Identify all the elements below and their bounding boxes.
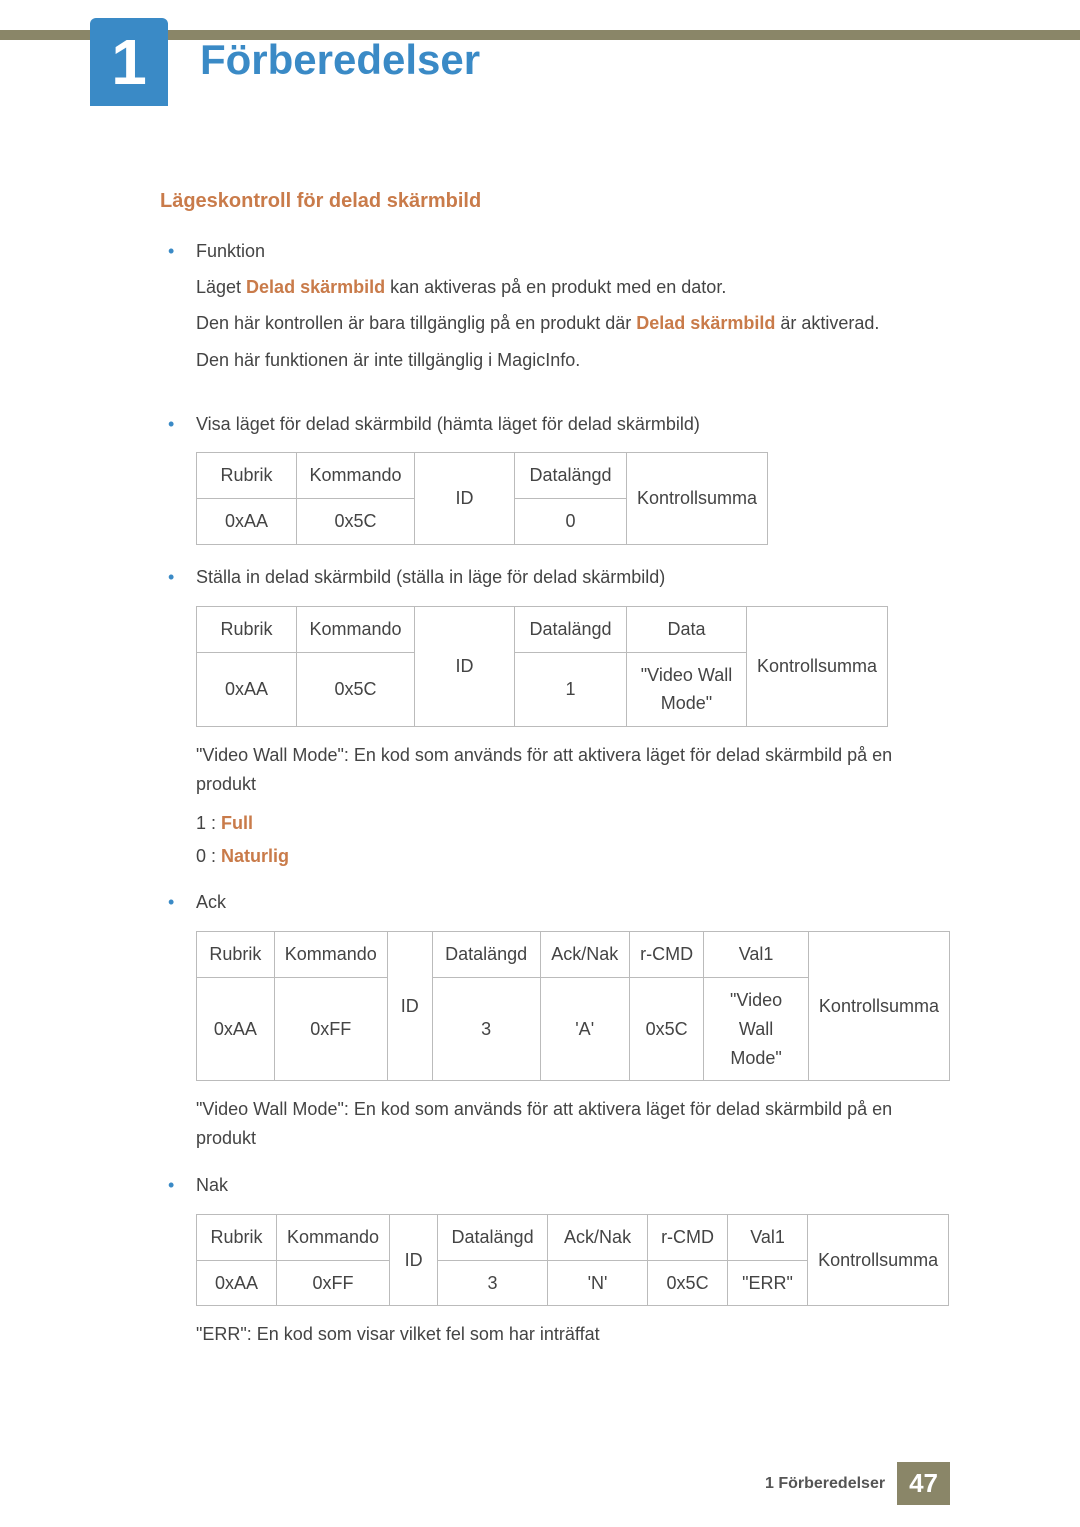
th-datalangd: Datalängd	[438, 1214, 548, 1260]
th-kontrollsumma: Kontrollsumma	[808, 932, 949, 1081]
th-acknak: Ack/Nak	[548, 1214, 648, 1260]
th-rubrik: Rubrik	[197, 606, 297, 652]
th-kontrollsumma: Kontrollsumma	[627, 453, 768, 545]
table-2: Rubrik Kommando ID Datalängd Data Kontro…	[196, 606, 888, 727]
th-kontrollsumma: Kontrollsumma	[747, 606, 888, 726]
table-3: Rubrik Kommando ID Datalängd Ack/Nak r-C…	[196, 931, 950, 1081]
section-heading: Lägeskontroll för delad skärmbild	[160, 190, 950, 213]
th-acknak: Ack/Nak	[540, 932, 629, 978]
td: 0xAA	[197, 1260, 277, 1306]
th-kontrollsumma: Kontrollsumma	[808, 1214, 949, 1306]
th-id: ID	[390, 1214, 438, 1306]
th-val1: Val1	[704, 932, 809, 978]
td: 0xFF	[274, 977, 387, 1080]
code-val: Naturlig	[221, 846, 289, 866]
td: "Video Wall Mode"	[627, 652, 747, 727]
text: Den här kontrollen är bara tillgänglig p…	[196, 313, 636, 333]
table-row: Rubrik Kommando ID Datalängd Data Kontro…	[197, 606, 888, 652]
th-kommando: Kommando	[297, 453, 415, 499]
td: 0	[515, 499, 627, 545]
bullet-label: Funktion	[196, 241, 265, 261]
bold-term: Delad skärmbild	[636, 313, 775, 333]
table-row: Rubrik Kommando ID Datalängd Ack/Nak r-C…	[197, 932, 950, 978]
th-rcmd: r-CMD	[629, 932, 703, 978]
td: 0xAA	[197, 977, 275, 1080]
th-id: ID	[415, 453, 515, 545]
th-kommando: Kommando	[277, 1214, 390, 1260]
th-id: ID	[387, 932, 432, 1081]
note-below-table4: "ERR": En kod som visar vilket fel som h…	[196, 1320, 950, 1349]
bold-term: Delad skärmbild	[246, 277, 385, 297]
th-rubrik: Rubrik	[197, 932, 275, 978]
table-1-wrap: Rubrik Kommando ID Datalängd Kontrollsum…	[196, 452, 950, 545]
text: Läget	[196, 277, 246, 297]
bullet-ack: Ack Rubrik Kommando ID Datalängd Ack/Nak…	[160, 888, 950, 1153]
table-4: Rubrik Kommando ID Datalängd Ack/Nak r-C…	[196, 1214, 949, 1307]
td: 0x5C	[297, 652, 415, 727]
th-datalangd: Datalängd	[432, 932, 540, 978]
code-val: Full	[221, 813, 253, 833]
td: 'N'	[548, 1260, 648, 1306]
note-below-table2: "Video Wall Mode": En kod som används fö…	[196, 741, 950, 799]
table-3-wrap: Rubrik Kommando ID Datalängd Ack/Nak r-C…	[196, 931, 950, 1081]
td: "Video Wall Mode"	[704, 977, 809, 1080]
td: 0x5C	[629, 977, 703, 1080]
bullet-label: Nak	[196, 1175, 228, 1195]
bullet-list: Funktion Läget Delad skärmbild kan aktiv…	[160, 237, 950, 1349]
th-data: Data	[627, 606, 747, 652]
table-2-wrap: Rubrik Kommando ID Datalängd Data Kontro…	[196, 606, 950, 727]
bullet-nak: Nak Rubrik Kommando ID Datalängd Ack/Nak…	[160, 1171, 950, 1349]
td: 0x5C	[297, 499, 415, 545]
text: är aktiverad.	[775, 313, 879, 333]
td: 0xFF	[277, 1260, 390, 1306]
bullet-label: Ack	[196, 892, 226, 912]
chapter-title: Förberedelser	[200, 36, 480, 84]
bullet-visa: Visa läget för delad skärmbild (hämta lä…	[160, 410, 950, 545]
th-kommando: Kommando	[274, 932, 387, 978]
td: 0x5C	[648, 1260, 728, 1306]
table-row: Rubrik Kommando ID Datalängd Kontrollsum…	[197, 453, 768, 499]
table-4-wrap: Rubrik Kommando ID Datalängd Ack/Nak r-C…	[196, 1214, 950, 1307]
th-rubrik: Rubrik	[197, 1214, 277, 1260]
code-num: 1 :	[196, 813, 221, 833]
note-below-table3: "Video Wall Mode": En kod som används fö…	[196, 1095, 950, 1153]
chapter-number-badge: 1	[90, 18, 168, 106]
th-kommando: Kommando	[297, 606, 415, 652]
bullet-stalla: Ställa in delad skärmbild (ställa in läg…	[160, 563, 950, 870]
table-1: Rubrik Kommando ID Datalängd Kontrollsum…	[196, 452, 768, 545]
th-val1: Val1	[728, 1214, 808, 1260]
body-line-3: Den här funktionen är inte tillgänglig i…	[196, 345, 950, 376]
th-rubrik: Rubrik	[197, 453, 297, 499]
footer-text: 1 Förberedelser	[765, 1475, 885, 1493]
td: 0xAA	[197, 499, 297, 545]
body-line-2: Den här kontrollen är bara tillgänglig p…	[196, 308, 950, 339]
table-row: Rubrik Kommando ID Datalängd Ack/Nak r-C…	[197, 1214, 949, 1260]
footer-page-number: 47	[897, 1462, 950, 1505]
bullet-label: Visa läget för delad skärmbild (hämta lä…	[196, 414, 700, 434]
bullet-label: Ställa in delad skärmbild (ställa in läg…	[196, 567, 665, 587]
code-line-2: 0 : Naturlig	[196, 842, 950, 871]
td: 0xAA	[197, 652, 297, 727]
text: kan aktiveras på en produkt med en dator…	[385, 277, 726, 297]
page: 1 Förberedelser Lägeskontroll för delad …	[0, 0, 1080, 1527]
th-id: ID	[415, 606, 515, 726]
th-datalangd: Datalängd	[515, 606, 627, 652]
td: 1	[515, 652, 627, 727]
th-datalangd: Datalängd	[515, 453, 627, 499]
content-region: Lägeskontroll för delad skärmbild Funkti…	[160, 190, 950, 1367]
td: "ERR"	[728, 1260, 808, 1306]
code-num: 0 :	[196, 846, 221, 866]
footer: 1 Förberedelser 47	[765, 1462, 950, 1505]
bullet-funktion: Funktion Läget Delad skärmbild kan aktiv…	[160, 237, 950, 376]
th-rcmd: r-CMD	[648, 1214, 728, 1260]
td: 3	[432, 977, 540, 1080]
body-line-1: Läget Delad skärmbild kan aktiveras på e…	[196, 272, 950, 303]
td: 'A'	[540, 977, 629, 1080]
td: 3	[438, 1260, 548, 1306]
code-line-1: 1 : Full	[196, 809, 950, 838]
